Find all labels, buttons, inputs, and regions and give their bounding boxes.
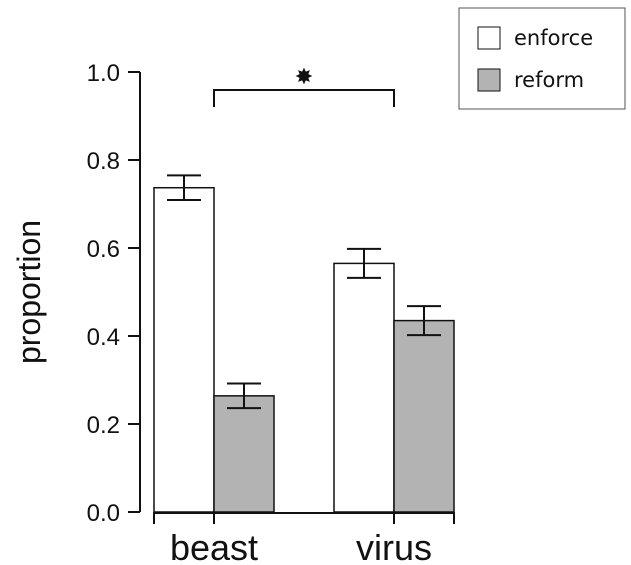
error-bar-reform-beast [227,382,261,410]
error-bar-enforce-virus [347,247,381,279]
y-axis-label: proportion [11,220,47,364]
significance-bracket: ✸ [213,65,395,107]
y-tick-label: 0.6 [87,236,120,263]
legend-swatch-enforce [477,26,501,50]
bars [153,186,455,513]
y-tick-label: 0.4 [87,324,120,351]
bar-enforce-beast [153,186,215,513]
y-tick-label: 0.2 [87,412,120,439]
y-tick-label: 0.0 [87,500,120,527]
legend-label-enforce: enforce [514,26,593,50]
bar-enforce-virus [333,262,395,513]
y-axis: 0.0 0.2 0.4 0.6 0.8 1.0 [87,60,141,527]
y-tick-label: 1.0 [87,60,120,87]
legend-label-reform: reform [514,68,584,92]
error-bar-enforce-beast [167,174,201,202]
legend: enforce reform [458,7,626,110]
x-tick-label-virus: virus [356,527,432,565]
bar-reform-virus [393,319,455,513]
legend-box [458,7,626,110]
significance-star: ✸ [295,65,313,90]
legend-swatch-reform [477,68,501,92]
error-bars [167,174,441,410]
bracket-line [213,89,395,107]
x-axis: beast virus [153,512,455,565]
x-tick-label-beast: beast [170,527,258,565]
bar-reform-beast [213,395,275,513]
error-bar-reform-virus [407,305,441,337]
y-tick-label: 0.8 [87,148,120,175]
